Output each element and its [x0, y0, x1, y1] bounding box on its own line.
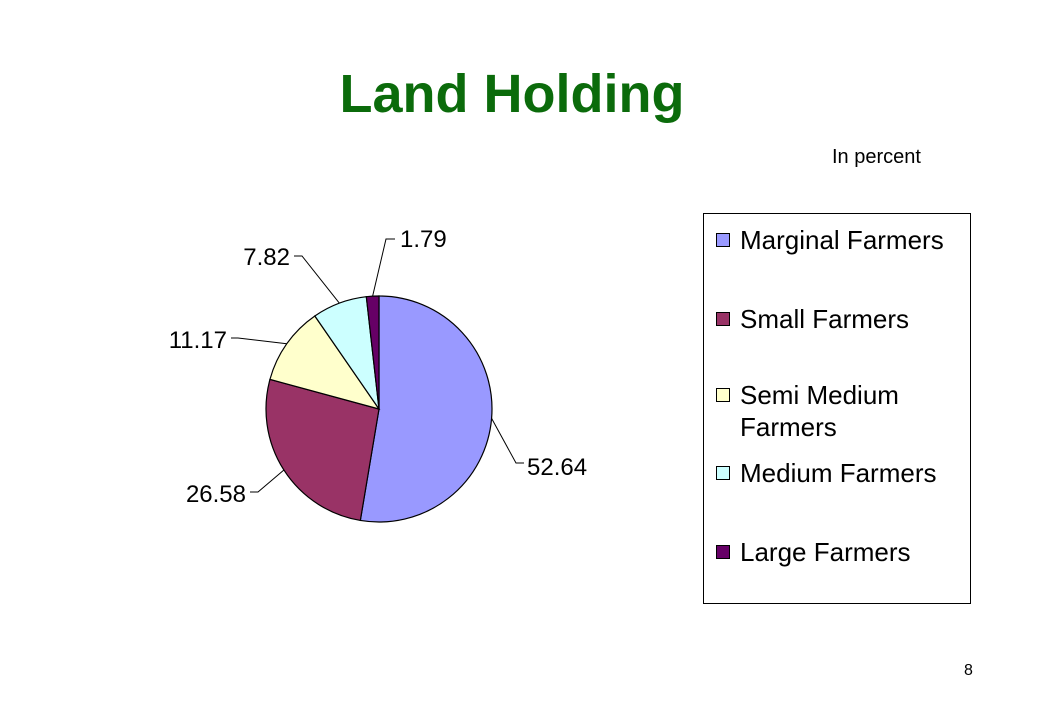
leader-line-large-farmers	[372, 238, 395, 297]
legend-swatch	[716, 545, 730, 559]
leader-line-semi-medium-farmers	[231, 337, 287, 345]
legend-swatch	[716, 233, 730, 247]
legend-swatch	[716, 466, 730, 480]
leader-line-small-farmers	[250, 469, 285, 493]
data-label-small-farmers: 26.58	[186, 481, 246, 508]
pie-data-labels: 52.64 26.58 11.17 7.82 1.79	[169, 226, 587, 508]
pie-slices	[265, 295, 493, 523]
legend-label: Large Farmers	[740, 537, 911, 567]
legend-label: Small Farmers	[740, 304, 910, 334]
leader-line-marginal-farmers	[491, 418, 524, 464]
unit-note: In percent	[832, 146, 921, 168]
pie-slice-semi-medium-farmers	[269, 315, 381, 411]
pie-leader-lines	[231, 238, 524, 493]
legend-label: Medium Farmers	[740, 458, 937, 488]
data-label-medium-farmers: 7.82	[243, 244, 290, 271]
legend-swatch	[716, 312, 730, 326]
pie-slice-marginal-farmers	[359, 295, 493, 523]
data-label-semi-medium-farmers: 11.17	[169, 327, 227, 354]
legend-swatch	[716, 388, 730, 402]
chart-legend: Marginal Farmers Small Farmers Semi Medi…	[703, 213, 971, 604]
data-label-marginal-farmers: 52.64	[527, 454, 587, 481]
leader-line-medium-farmers	[294, 255, 340, 304]
legend-label: Semi Medium Farmers	[740, 380, 899, 442]
data-label-large-farmers: 1.79	[400, 226, 447, 253]
page-number: 8	[964, 662, 973, 679]
legend-label: Marginal Farmers	[740, 225, 944, 255]
chart-title: Land Holding	[339, 64, 685, 124]
